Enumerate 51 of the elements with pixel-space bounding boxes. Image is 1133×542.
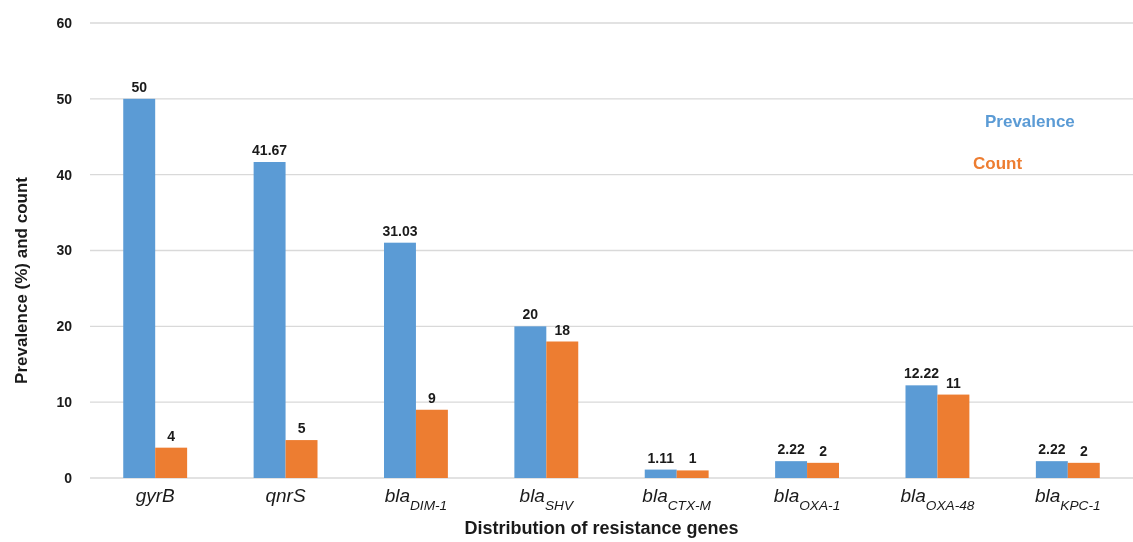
data-label: 18: [554, 321, 571, 338]
x-axis-title: Distribution of resistance genes: [464, 518, 739, 538]
bar: [1067, 462, 1100, 478]
data-label: 9: [428, 389, 437, 406]
data-label: 41.67: [252, 142, 288, 158]
bar: [546, 341, 579, 478]
data-label: 2: [1079, 442, 1088, 459]
text: Count: [973, 154, 1023, 173]
text: Prevalence: [985, 112, 1075, 131]
data-label: 1: [688, 450, 697, 467]
bar: [676, 470, 709, 478]
bar: [644, 469, 677, 478]
data-label: 20: [522, 306, 539, 323]
bar: [905, 385, 938, 478]
data-label: 1.11: [647, 449, 675, 466]
x-tick-label: bla$_{OXA-1}$: [773, 485, 841, 513]
bar: [415, 409, 448, 478]
y-axis-title: Prevalence (%) and count: [12, 176, 31, 384]
data-label: 5: [297, 420, 306, 437]
data-label: 4: [167, 427, 176, 444]
bar: [123, 98, 156, 478]
bar: [775, 461, 808, 478]
data-label: 2: [819, 442, 828, 459]
x-tick-label: bla$_{SHV}$: [519, 485, 575, 513]
data-label: 11: [946, 374, 962, 391]
y-tick-label: 0: [64, 469, 73, 486]
data-label: 31.03: [382, 222, 418, 239]
data-label: 2.22: [777, 441, 805, 458]
bar: [937, 394, 970, 478]
y-tick-label: 60: [56, 14, 73, 31]
x-tick-label: gyrB: [135, 485, 176, 506]
y-tick-label: 40: [56, 166, 73, 183]
bar: [253, 162, 286, 478]
y-tick-label: 30: [56, 242, 73, 259]
x-tick-label: bla$_{KPC-1}$: [1034, 485, 1101, 513]
y-tick-label: 50: [56, 90, 73, 107]
bar: [514, 326, 547, 478]
data-label: 2.22: [1038, 441, 1066, 458]
bar: [155, 447, 188, 478]
bar: [807, 462, 839, 478]
x-tick-label: bla$_{OXA-48}$: [900, 485, 975, 513]
bar: [1035, 461, 1068, 478]
y-tick-label: 20: [56, 318, 73, 335]
y-tick-label: 10: [56, 394, 73, 411]
x-tick-label: qnrS: [265, 485, 306, 506]
data-label: 50: [131, 78, 148, 95]
bar: [384, 242, 416, 478]
x-tick-label: bla$_{DIM-1}$: [384, 485, 448, 513]
data-label: 12.22: [903, 365, 940, 382]
bar: [285, 440, 318, 478]
x-tick-label: bla$_{CTX-M}$: [642, 485, 712, 513]
